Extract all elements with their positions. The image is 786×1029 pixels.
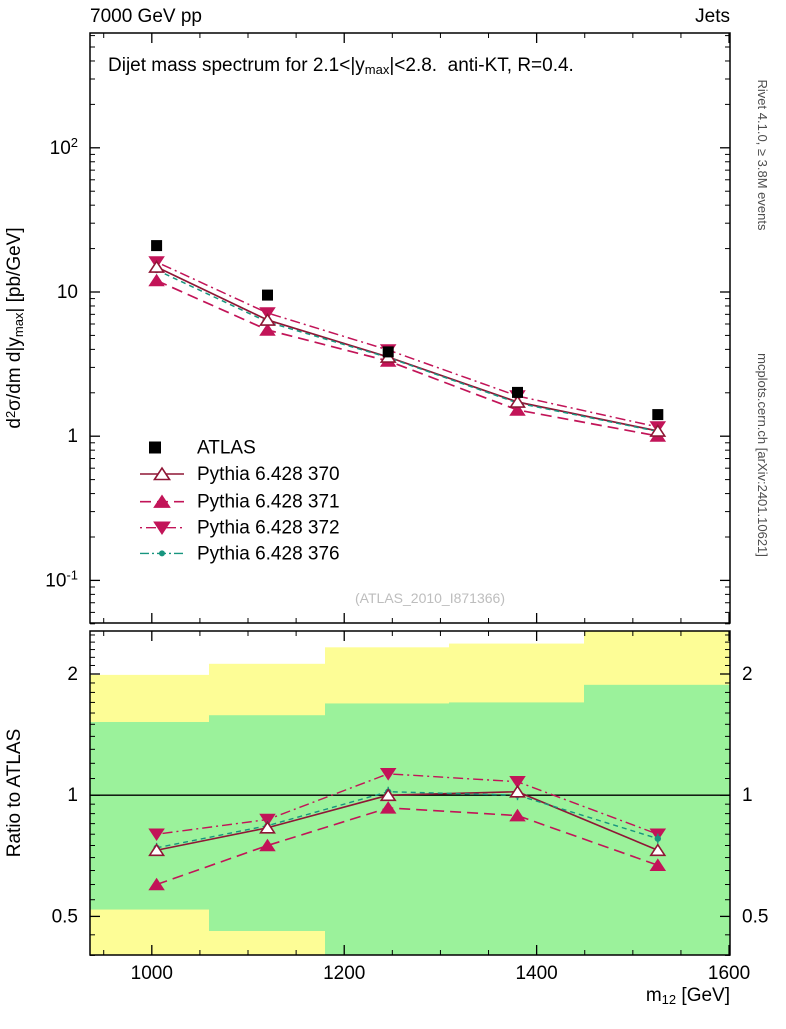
svg-text:(ATLAS_2010_I871366): (ATLAS_2010_I871366) [355,590,505,606]
svg-text:Pythia 6.428 370: Pythia 6.428 370 [197,464,340,485]
svg-text:1: 1 [67,785,78,806]
svg-text:Rivet 4.1.0, ≥ 3.8M events: Rivet 4.1.0, ≥ 3.8M events [755,80,770,231]
svg-text:2: 2 [67,664,78,685]
svg-text:1: 1 [67,426,78,447]
svg-text:10: 10 [57,282,78,303]
svg-text:0.5: 0.5 [742,906,768,927]
svg-text:1000: 1000 [131,963,173,984]
svg-text:2: 2 [742,664,753,685]
svg-text:0.5: 0.5 [52,906,78,927]
svg-text:m12 [GeV]: m12 [GeV] [646,985,730,1007]
svg-text:Pythia 6.428 376: Pythia 6.428 376 [197,543,340,564]
svg-text:mcplots.cern.ch [arXiv:2401.10: mcplots.cern.ch [arXiv:2401.10621] [755,353,770,557]
svg-text:Jets: Jets [695,6,730,27]
svg-text:ATLAS: ATLAS [197,438,256,459]
svg-text:1200: 1200 [323,963,365,984]
svg-text:Dijet mass spectrum for 2.1<|y: Dijet mass spectrum for 2.1<|ymax|<2.8. … [108,55,574,77]
svg-text:1400: 1400 [515,963,557,984]
svg-text:1600: 1600 [708,963,750,984]
svg-text:1: 1 [742,785,753,806]
svg-text:Pythia 6.428 371: Pythia 6.428 371 [197,492,340,513]
svg-text:Pythia 6.428 372: Pythia 6.428 372 [197,518,340,539]
svg-text:Ratio to ATLAS: Ratio to ATLAS [4,729,25,858]
svg-text:7000 GeV pp: 7000 GeV pp [90,6,202,27]
